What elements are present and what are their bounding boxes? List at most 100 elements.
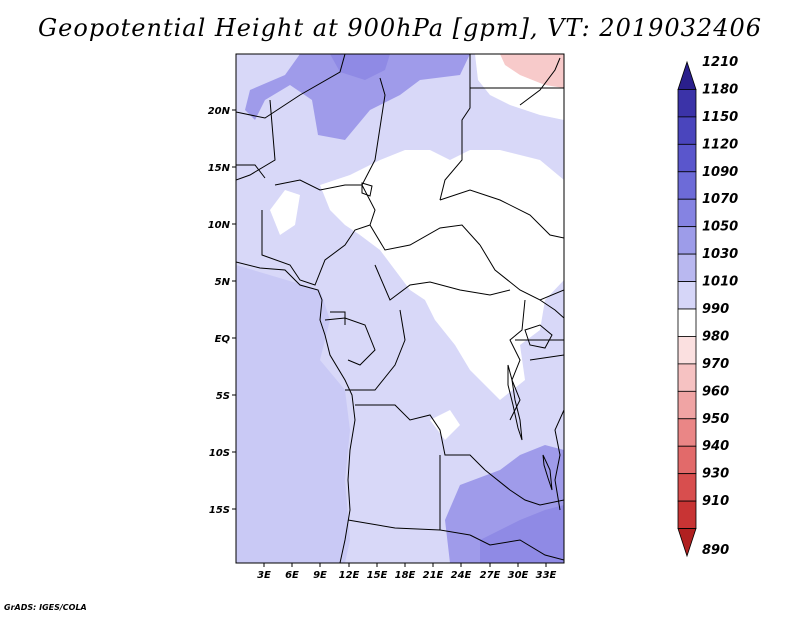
border-niger-chad bbox=[361, 77, 386, 226]
lat-labels: 20N 15N 10N 5N EQ 5S 10S 15S bbox=[208, 106, 231, 516]
colorbar-segment bbox=[677, 60, 697, 90]
field-low-west bbox=[270, 190, 300, 235]
lon-label: 27E bbox=[480, 570, 501, 581]
lon-ticks bbox=[263, 563, 547, 567]
lake-victoria bbox=[524, 324, 553, 349]
colorbar-segment bbox=[677, 336, 697, 365]
lat-label: 20N bbox=[208, 106, 231, 117]
credit-text: GrADS: IGES/COLA bbox=[4, 603, 87, 612]
colorbar-label: 1150 bbox=[702, 110, 738, 125]
map-frame bbox=[235, 53, 565, 564]
border-namibia bbox=[347, 519, 441, 531]
colorbar-segment bbox=[677, 390, 697, 420]
border-sahara-west bbox=[236, 164, 266, 179]
lon-label: 24E bbox=[451, 570, 472, 581]
border-ss-drc bbox=[479, 244, 564, 301]
colorbar-label: 940 bbox=[702, 439, 729, 454]
colorbar-segment bbox=[677, 500, 697, 529]
lat-label: 15S bbox=[209, 505, 230, 516]
border-sudan-ss bbox=[439, 189, 564, 239]
colorbar-label: 960 bbox=[702, 384, 729, 399]
colorbar-segment bbox=[677, 89, 697, 118]
colorbar-segment bbox=[677, 418, 697, 447]
lat-label: 10N bbox=[208, 220, 231, 231]
colorbar-segment bbox=[677, 528, 697, 558]
lat-label: 10S bbox=[209, 448, 230, 459]
colorbar-label: 1180 bbox=[702, 82, 738, 97]
colorbar-label: 1010 bbox=[702, 275, 738, 290]
colorbar-segment bbox=[677, 281, 697, 310]
lat-label: 15N bbox=[208, 163, 231, 174]
colorbar-label: 910 bbox=[702, 494, 729, 509]
border-angola-north bbox=[345, 309, 406, 391]
chart-title: Geopotential Height at 900hPa [gpm], VT:… bbox=[38, 14, 762, 42]
colorbar-label: 1090 bbox=[702, 165, 738, 180]
lon-label: 6E bbox=[285, 570, 299, 581]
colorbar-segment bbox=[677, 445, 697, 475]
border-uganda bbox=[539, 299, 564, 319]
lon-label: 30E bbox=[508, 570, 529, 581]
colorbar-label: 1050 bbox=[702, 220, 738, 235]
colorbar-label: 1120 bbox=[702, 137, 738, 152]
field-high-north-2 bbox=[330, 54, 390, 80]
colorbar-segment bbox=[677, 171, 697, 200]
colorbar-segment bbox=[677, 226, 697, 255]
lon-label: 3E bbox=[257, 570, 271, 581]
border-zimbabwe bbox=[469, 534, 564, 561]
lon-labels: 3E 6E 9E 12E 15E 18E 21E 24E 27E 30E 33E bbox=[257, 570, 556, 581]
coast-east bbox=[554, 409, 564, 511]
colorbar-label: 890 bbox=[702, 543, 729, 558]
border-zambia-moz bbox=[484, 469, 564, 506]
field-low-patch bbox=[430, 410, 460, 440]
lake-chad bbox=[361, 182, 373, 197]
colorbar-segment bbox=[677, 143, 697, 173]
lon-label: 12E bbox=[339, 570, 360, 581]
colorbar-segment bbox=[677, 198, 697, 228]
lat-label: 5S bbox=[216, 391, 230, 402]
field-high-north bbox=[245, 54, 470, 140]
colorbar-segment bbox=[677, 116, 697, 145]
colorbar: 1210 1180 1150 1120 1090 1070 1050 1030 1010 990 9… bbox=[677, 55, 738, 558]
colorbar-label: 1030 bbox=[702, 247, 738, 262]
border-nigeria bbox=[261, 210, 371, 286]
border-car-south bbox=[374, 264, 511, 301]
border-gabon bbox=[330, 311, 346, 325]
colorbar-label: 930 bbox=[702, 467, 729, 482]
colorbar-label: 990 bbox=[702, 302, 729, 317]
field-high-southeast-2 bbox=[480, 505, 564, 563]
lon-label: 9E bbox=[313, 570, 327, 581]
lon-label: 15E bbox=[367, 570, 388, 581]
red-sea bbox=[519, 57, 561, 106]
borders bbox=[236, 54, 564, 563]
border-tanzania bbox=[529, 354, 564, 361]
lake-tanganyika bbox=[507, 364, 523, 441]
colorbar-label: 980 bbox=[702, 329, 729, 344]
colorbar-label: 970 bbox=[702, 357, 729, 372]
border-west-sahel bbox=[274, 179, 362, 191]
border-libya-egypt bbox=[439, 54, 471, 201]
colorbar-label: 1210 bbox=[702, 55, 738, 70]
height-field bbox=[236, 54, 564, 563]
colorbar-label: 1070 bbox=[702, 192, 738, 207]
colorbar-segment bbox=[677, 473, 697, 502]
border-chad-car bbox=[369, 224, 481, 251]
border-drc-east bbox=[509, 299, 526, 421]
lon-label: 18E bbox=[395, 570, 416, 581]
lat-ticks bbox=[232, 109, 236, 510]
lon-label: 21E bbox=[423, 570, 444, 581]
colorbar-segment bbox=[677, 308, 697, 337]
border-north bbox=[236, 54, 346, 119]
border-mali-niger bbox=[236, 99, 276, 181]
border-angola-drc bbox=[355, 404, 486, 471]
lake-malawi bbox=[542, 454, 553, 491]
field-ocean-shade bbox=[236, 265, 350, 563]
coast-west bbox=[236, 261, 356, 563]
lat-label: EQ bbox=[215, 334, 231, 345]
field-low-central bbox=[320, 150, 564, 400]
lat-label: 5N bbox=[215, 277, 231, 288]
colorbar-segment bbox=[677, 253, 697, 282]
colorbar-segment bbox=[677, 363, 697, 392]
colorbar-label: 950 bbox=[702, 412, 729, 427]
border-congo bbox=[324, 317, 376, 366]
